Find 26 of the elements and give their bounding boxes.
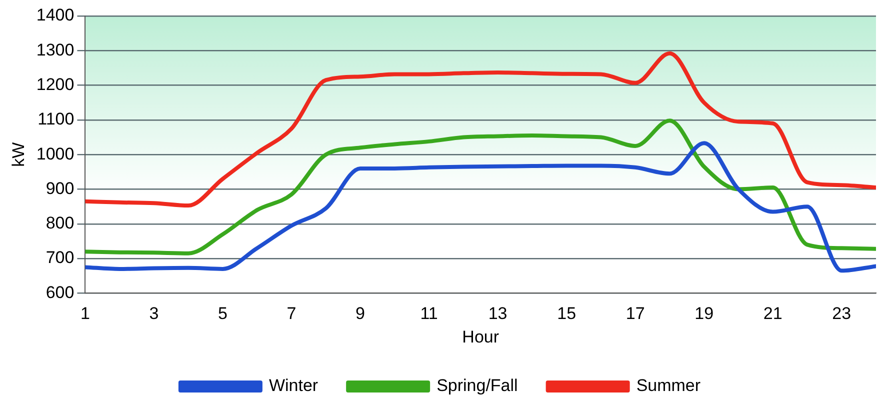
x-tick-label: 9 <box>356 304 366 324</box>
y-tick-label: 800 <box>46 214 74 233</box>
legend-label: Winter <box>268 376 318 396</box>
x-tick-label: 17 <box>626 304 645 324</box>
x-tick-label: 23 <box>832 304 852 324</box>
x-tick-label: 7 <box>286 304 296 324</box>
x-tick-label: 15 <box>557 304 576 324</box>
x-axis-title: Hour <box>462 327 500 346</box>
legend-label: Spring/Fall <box>436 376 518 396</box>
y-tick-label: 1100 <box>38 110 74 129</box>
x-tick-label: 11 <box>420 304 438 324</box>
y-tick-label: 600 <box>46 282 74 302</box>
x-tick-label: 19 <box>694 304 714 324</box>
x-tick-label: 13 <box>488 304 508 324</box>
y-tick-label: 1300 <box>36 40 74 60</box>
y-tick-label: 1200 <box>36 74 74 94</box>
y-tick-label: 700 <box>46 248 74 268</box>
x-tick-label: 5 <box>218 304 228 324</box>
x-tick-label: 21 <box>763 304 782 324</box>
y-tick-label: 900 <box>46 178 74 198</box>
y-tick-label: 1000 <box>36 144 74 164</box>
y-tick-label: 1400 <box>36 6 74 25</box>
y-axis-title: kW <box>8 142 28 167</box>
legend-label: Summer <box>636 376 701 396</box>
x-tick-label: 1 <box>80 304 90 324</box>
x-tick-label: 3 <box>149 304 159 324</box>
